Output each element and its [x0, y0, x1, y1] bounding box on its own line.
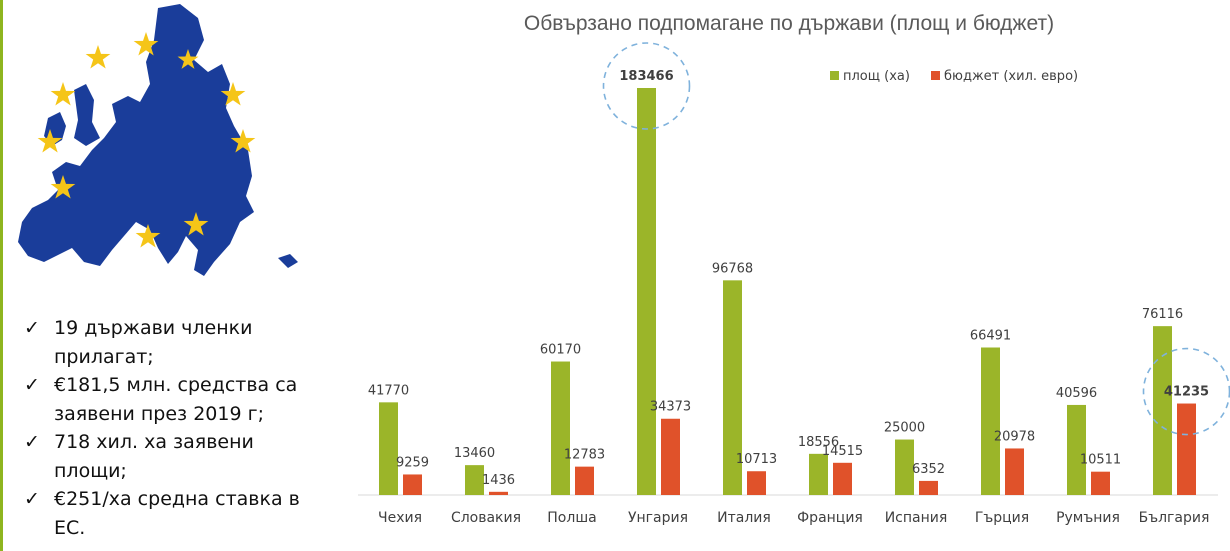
category-label-7: Гърция [975, 510, 1029, 526]
eu-stars [37, 32, 256, 248]
data-label-budget-9: 41235 [1164, 385, 1209, 400]
data-label-area-9: 76116 [1142, 307, 1183, 322]
legend-label-area: площ (ха) [843, 69, 910, 84]
data-label-budget-2: 12783 [564, 448, 605, 463]
data-label-area-8: 40596 [1056, 386, 1097, 401]
bullet-text: €181,5 млн. средства са заявени през 201… [54, 374, 298, 425]
data-label-budget-3: 34373 [650, 400, 691, 415]
data-label-budget-8: 10511 [1080, 453, 1121, 468]
bar-area-3 [637, 88, 656, 495]
legend-swatch-budget [931, 71, 940, 80]
category-label-8: Румъния [1056, 510, 1120, 526]
bar-area-2 [551, 361, 570, 495]
bar-budget-4 [747, 471, 766, 495]
data-label-budget-6: 6352 [912, 462, 945, 477]
legend-swatch-area [830, 71, 839, 80]
category-label-9: България [1139, 510, 1210, 526]
bar-area-8 [1067, 404, 1086, 495]
bullet-text: 19 държави членки прилагат; [54, 317, 253, 368]
chart-title: Обвързано подпомагане по държави (площ и… [524, 12, 1054, 35]
eu-map-icon [18, 4, 298, 276]
bar-area-9 [1153, 326, 1172, 495]
data-label-area-0: 41770 [368, 383, 409, 398]
category-label-4: Италия [717, 510, 771, 526]
checkmark-icon: ✓ [24, 488, 40, 510]
bar-budget-6 [919, 480, 938, 495]
category-label-0: Чехия [378, 510, 422, 526]
bar-area-6 [895, 439, 914, 495]
bar-budget-2 [575, 466, 594, 495]
bar-budget-8 [1091, 471, 1110, 495]
checkmark-icon: ✓ [24, 374, 40, 396]
data-label-area-5: 18556 [798, 435, 839, 450]
chart-legend: площ (ха) бюджет (хил. евро) [830, 69, 1078, 84]
category-label-6: Испания [885, 510, 948, 526]
category-label-3: Унгария [628, 510, 688, 526]
bullet-item: ✓ 718 хил. ха заявени площи; [22, 428, 322, 485]
bullet-text: €251/ха средна ставка в ЕС. [54, 488, 300, 539]
data-label-area-2: 60170 [540, 343, 581, 358]
bullet-text: 718 хил. ха заявени площи; [54, 431, 254, 482]
data-label-area-6: 25000 [884, 421, 925, 436]
bar-budget-1 [489, 491, 508, 495]
bullet-item: ✓ 19 държави членки прилагат; [22, 314, 322, 371]
data-label-area-1: 13460 [454, 446, 495, 461]
checkmark-icon: ✓ [24, 431, 40, 453]
data-label-area-3: 183466 [619, 69, 673, 84]
accent-bar [0, 0, 3, 551]
data-label-budget-7: 20978 [994, 429, 1035, 444]
category-label-1: Словакия [451, 510, 521, 526]
highlight-circle-3 [602, 42, 691, 130]
data-label-budget-4: 10713 [736, 452, 777, 467]
data-label-budget-5: 14515 [822, 444, 863, 459]
legend-label-budget: бюджет (хил. евро) [944, 69, 1078, 84]
bar-area-1 [465, 465, 484, 495]
bullet-item: ✓ €181,5 млн. средства са заявени през 20… [22, 371, 322, 428]
bar-budget-5 [833, 462, 852, 495]
checkmark-icon: ✓ [24, 317, 40, 339]
category-label-5: Франция [797, 510, 863, 526]
category-label-2: Полша [547, 510, 596, 526]
bar-chart: Обвързано подпомагане по държави (площ и… [358, 12, 1230, 526]
bar-budget-0 [403, 474, 422, 495]
bar-area-7 [981, 347, 1000, 495]
data-label-budget-0: 9259 [396, 455, 429, 470]
bar-budget-9 [1177, 403, 1196, 495]
data-label-budget-1: 1436 [482, 473, 515, 488]
data-label-area-7: 66491 [970, 328, 1011, 343]
summary-bullet-list: ✓ 19 държави членки прилагат; ✓ €181,5 млн… [22, 314, 322, 542]
data-label-area-4: 96768 [712, 261, 753, 276]
bar-area-0 [379, 402, 398, 495]
bar-budget-3 [661, 418, 680, 495]
bullet-item: ✓ €251/ха средна ставка в ЕС. [22, 485, 322, 542]
bar-area-5 [809, 453, 828, 495]
bar-area-4 [723, 280, 742, 495]
bar-budget-7 [1005, 448, 1024, 495]
